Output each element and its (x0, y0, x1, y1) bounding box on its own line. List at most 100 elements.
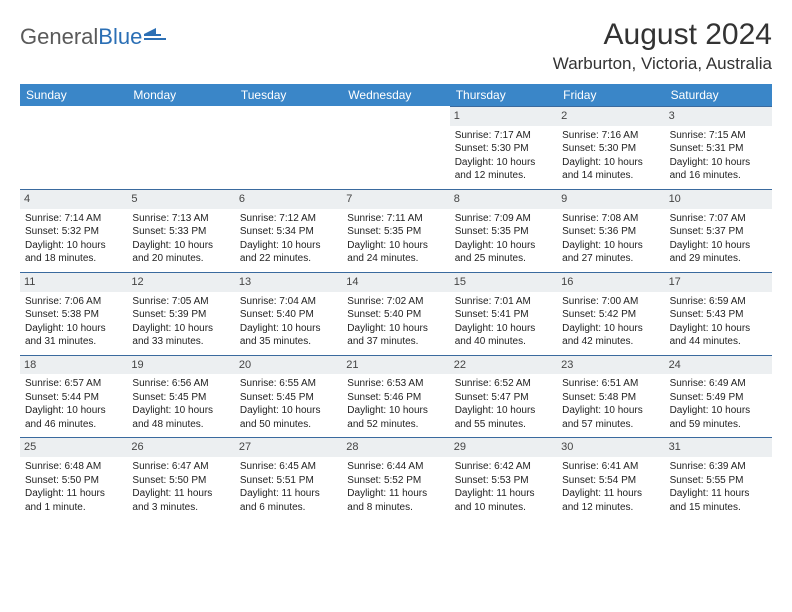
daylight-text: Daylight: 10 hours and 48 minutes. (132, 404, 229, 431)
day-info: Sunrise: 6:57 AMSunset: 5:44 PMDaylight:… (23, 377, 124, 431)
daylight-text: Daylight: 10 hours and 31 minutes. (25, 322, 122, 349)
day-cell: 19Sunrise: 6:56 AMSunset: 5:45 PMDayligh… (127, 355, 234, 438)
daylight-text: Daylight: 10 hours and 24 minutes. (347, 239, 444, 266)
sunrise-text: Sunrise: 6:59 AM (670, 295, 767, 309)
day-cell: 4 Sunrise: 7:14 AMSunset: 5:32 PMDaylight… (20, 189, 127, 272)
day-number: 18 (20, 355, 127, 375)
sunset-text: Sunset: 5:48 PM (562, 391, 659, 405)
day-cell: 5Sunrise: 7:13 AMSunset: 5:33 PMDaylight… (127, 189, 234, 272)
day-info: Sunrise: 6:45 AMSunset: 5:51 PMDaylight:… (238, 460, 339, 514)
day-info: Sunrise: 7:00 AMSunset: 5:42 PMDaylight:… (560, 295, 661, 349)
day-number: 22 (450, 355, 557, 375)
day-header: Sunday (20, 84, 127, 106)
sunrise-text: Sunrise: 7:14 AM (25, 212, 122, 226)
day-number: 10 (665, 189, 772, 209)
day-number: 1 (450, 106, 557, 126)
day-cell: 9Sunrise: 7:08 AMSunset: 5:36 PMDaylight… (557, 189, 664, 272)
location-subtitle: Warburton, Victoria, Australia (553, 54, 772, 74)
daylight-text: Daylight: 10 hours and 18 minutes. (25, 239, 122, 266)
day-info: Sunrise: 6:44 AMSunset: 5:52 PMDaylight:… (345, 460, 446, 514)
sunrise-text: Sunrise: 6:39 AM (670, 460, 767, 474)
day-info: Sunrise: 7:16 AMSunset: 5:30 PMDaylight:… (560, 129, 661, 183)
sunset-text: Sunset: 5:50 PM (25, 474, 122, 488)
day-info: Sunrise: 6:51 AMSunset: 5:48 PMDaylight:… (560, 377, 661, 431)
sunrise-text: Sunrise: 7:02 AM (347, 295, 444, 309)
sunrise-text: Sunrise: 7:01 AM (455, 295, 552, 309)
day-header: Wednesday (342, 84, 449, 106)
day-info: Sunrise: 7:07 AMSunset: 5:37 PMDaylight:… (668, 212, 769, 266)
day-number: 23 (557, 355, 664, 375)
sunrise-text: Sunrise: 6:53 AM (347, 377, 444, 391)
day-info: Sunrise: 7:14 AMSunset: 5:32 PMDaylight:… (23, 212, 124, 266)
daylight-text: Daylight: 11 hours and 15 minutes. (670, 487, 767, 514)
sunset-text: Sunset: 5:46 PM (347, 391, 444, 405)
day-info: Sunrise: 6:56 AMSunset: 5:45 PMDaylight:… (130, 377, 231, 431)
day-cell: 29Sunrise: 6:42 AMSunset: 5:53 PMDayligh… (450, 437, 557, 520)
calendar-page: GeneralBlue August 2024 Warburton, Victo… (0, 0, 792, 538)
sunset-text: Sunset: 5:43 PM (670, 308, 767, 322)
day-cell: 2Sunrise: 7:16 AMSunset: 5:30 PMDaylight… (557, 106, 664, 189)
day-cell: 7 Sunrise: 7:11 AMSunset: 5:35 PMDaylight… (342, 189, 449, 272)
day-info: Sunrise: 6:41 AMSunset: 5:54 PMDaylight:… (560, 460, 661, 514)
daylight-text: Daylight: 10 hours and 25 minutes. (455, 239, 552, 266)
sunrise-text: Sunrise: 6:57 AM (25, 377, 122, 391)
sunset-text: Sunset: 5:41 PM (455, 308, 552, 322)
day-info: Sunrise: 6:42 AMSunset: 5:53 PMDaylight:… (453, 460, 554, 514)
day-number: 6 (235, 189, 342, 209)
day-cell: 25Sunrise: 6:48 AMSunset: 5:50 PMDayligh… (20, 437, 127, 520)
day-number: 8 (450, 189, 557, 209)
brand-name-1: General (20, 24, 98, 50)
day-info: Sunrise: 6:59 AMSunset: 5:43 PMDaylight:… (668, 295, 769, 349)
sunrise-text: Sunrise: 7:15 AM (670, 129, 767, 143)
day-cell (342, 106, 449, 189)
day-info: Sunrise: 7:02 AMSunset: 5:40 PMDaylight:… (345, 295, 446, 349)
sunrise-text: Sunrise: 6:48 AM (25, 460, 122, 474)
sunset-text: Sunset: 5:40 PM (347, 308, 444, 322)
sunrise-text: Sunrise: 7:13 AM (132, 212, 229, 226)
day-header: Thursday (450, 84, 557, 106)
day-cell: 15Sunrise: 7:01 AMSunset: 5:41 PMDayligh… (450, 272, 557, 355)
day-number: 15 (450, 272, 557, 292)
day-number: 4 (20, 189, 127, 209)
sunrise-text: Sunrise: 7:05 AM (132, 295, 229, 309)
day-info: Sunrise: 7:11 AMSunset: 5:35 PMDaylight:… (345, 212, 446, 266)
day-cell: 14Sunrise: 7:02 AMSunset: 5:40 PMDayligh… (342, 272, 449, 355)
daylight-text: Daylight: 10 hours and 22 minutes. (240, 239, 337, 266)
daylight-text: Daylight: 11 hours and 3 minutes. (132, 487, 229, 514)
week-row: 25Sunrise: 6:48 AMSunset: 5:50 PMDayligh… (20, 437, 772, 520)
day-number: 7 (342, 189, 449, 209)
daylight-text: Daylight: 10 hours and 14 minutes. (562, 156, 659, 183)
weeks-container: 1Sunrise: 7:17 AMSunset: 5:30 PMDaylight… (20, 106, 772, 520)
day-number: 11 (20, 272, 127, 292)
sunset-text: Sunset: 5:53 PM (455, 474, 552, 488)
sunset-text: Sunset: 5:45 PM (240, 391, 337, 405)
day-info: Sunrise: 7:15 AMSunset: 5:31 PMDaylight:… (668, 129, 769, 183)
day-info: Sunrise: 7:12 AMSunset: 5:34 PMDaylight:… (238, 212, 339, 266)
daylight-text: Daylight: 10 hours and 29 minutes. (670, 239, 767, 266)
sunset-text: Sunset: 5:38 PM (25, 308, 122, 322)
day-info: Sunrise: 6:48 AMSunset: 5:50 PMDaylight:… (23, 460, 124, 514)
sunrise-text: Sunrise: 7:11 AM (347, 212, 444, 226)
day-number: 17 (665, 272, 772, 292)
day-number: 21 (342, 355, 449, 375)
sunset-text: Sunset: 5:51 PM (240, 474, 337, 488)
sunrise-text: Sunrise: 7:16 AM (562, 129, 659, 143)
sunrise-text: Sunrise: 6:41 AM (562, 460, 659, 474)
daylight-text: Daylight: 10 hours and 59 minutes. (670, 404, 767, 431)
daylight-text: Daylight: 10 hours and 44 minutes. (670, 322, 767, 349)
daylight-text: Daylight: 10 hours and 52 minutes. (347, 404, 444, 431)
sunset-text: Sunset: 5:30 PM (455, 142, 552, 156)
day-cell: 17 Sunrise: 6:59 AMSunset: 5:43 PMDayligh… (665, 272, 772, 355)
day-number: 20 (235, 355, 342, 375)
sunrise-text: Sunrise: 7:04 AM (240, 295, 337, 309)
week-row: 1Sunrise: 7:17 AMSunset: 5:30 PMDaylight… (20, 106, 772, 189)
day-cell: 12Sunrise: 7:05 AMSunset: 5:39 PMDayligh… (127, 272, 234, 355)
sunrise-text: Sunrise: 7:06 AM (25, 295, 122, 309)
day-header: Tuesday (235, 84, 342, 106)
sunset-text: Sunset: 5:35 PM (347, 225, 444, 239)
day-cell: 11 Sunrise: 7:06 AMSunset: 5:38 PMDayligh… (20, 272, 127, 355)
calendar-grid: SundayMondayTuesdayWednesdayThursdayFrid… (20, 84, 772, 520)
sunset-text: Sunset: 5:37 PM (670, 225, 767, 239)
sunset-text: Sunset: 5:47 PM (455, 391, 552, 405)
daylight-text: Daylight: 10 hours and 20 minutes. (132, 239, 229, 266)
